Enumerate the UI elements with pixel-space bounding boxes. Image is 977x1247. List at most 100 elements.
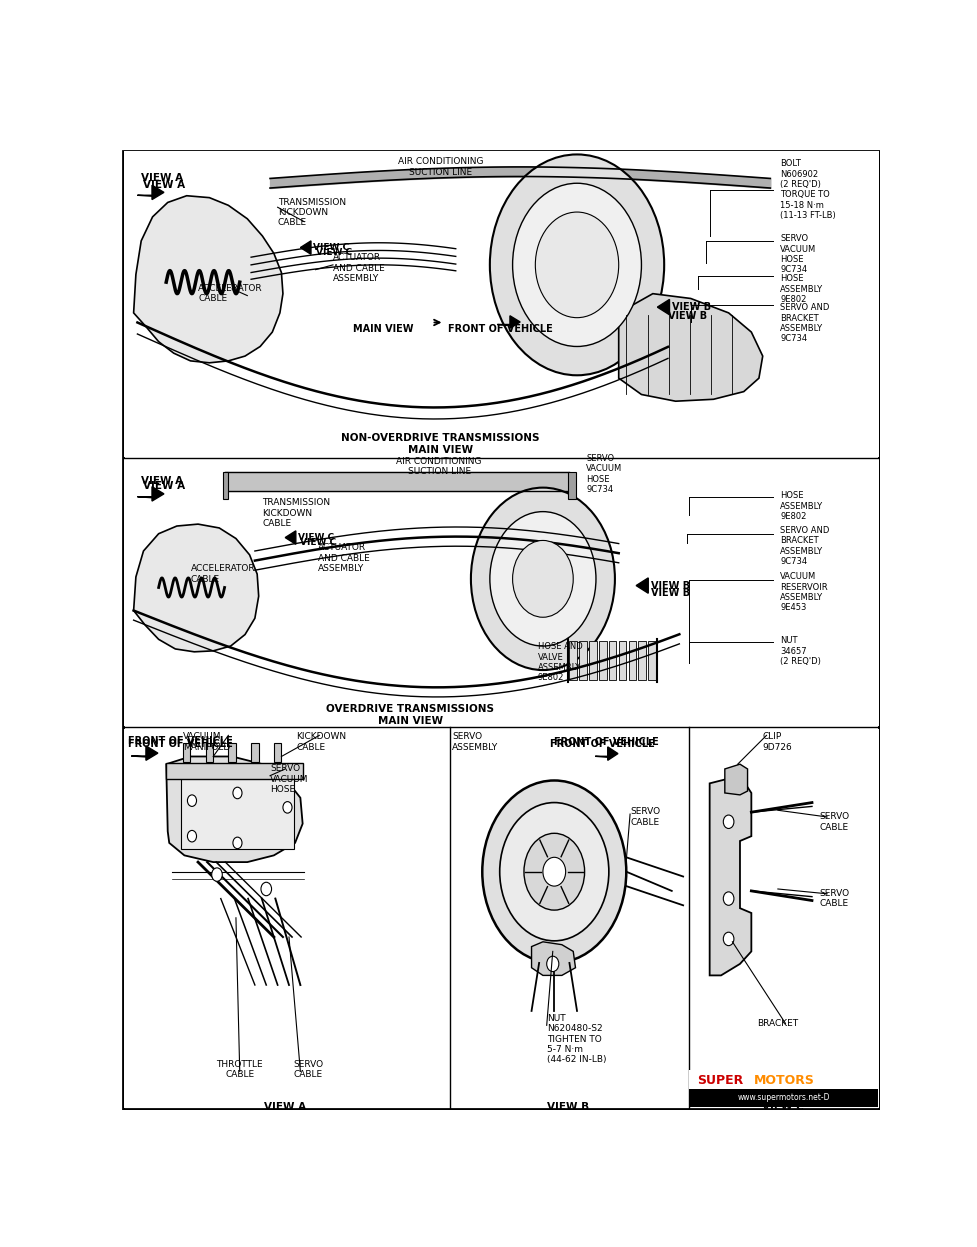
Text: HOSE
ASSEMBLY
9E802: HOSE ASSEMBLY 9E802 <box>780 274 823 304</box>
Circle shape <box>282 802 292 813</box>
Text: ACTUATOR
AND CABLE
ASSEMBLY: ACTUATOR AND CABLE ASSEMBLY <box>318 544 369 574</box>
Text: NON-OVERDRIVE TRANSMISSIONS
MAIN VIEW: NON-OVERDRIVE TRANSMISSIONS MAIN VIEW <box>341 434 539 455</box>
Circle shape <box>542 857 565 887</box>
Text: FRONT OF VEHICLE: FRONT OF VEHICLE <box>128 736 233 746</box>
Circle shape <box>489 155 663 375</box>
Text: FRONT OF VEHICLE: FRONT OF VEHICLE <box>550 739 655 749</box>
Polygon shape <box>134 524 258 652</box>
Bar <box>578 641 586 680</box>
Text: NUT
34657
(2 REQ'D): NUT 34657 (2 REQ'D) <box>780 636 820 666</box>
Text: www.supermotors.net-D: www.supermotors.net-D <box>737 1094 828 1102</box>
Bar <box>598 641 606 680</box>
Text: BOLT
N606902
(2 REQ'D)
TORQUE TO
15-18 N·m
(11-13 FT-LB): BOLT N606902 (2 REQ'D) TORQUE TO 15-18 N… <box>780 160 835 221</box>
Polygon shape <box>595 747 617 761</box>
Bar <box>274 743 281 762</box>
Polygon shape <box>531 941 574 975</box>
Text: TRANSMISSION
KICKDOWN
CABLE: TRANSMISSION KICKDOWN CABLE <box>262 499 330 527</box>
Text: SERVO
CABLE: SERVO CABLE <box>819 812 849 832</box>
Polygon shape <box>724 764 746 794</box>
Text: MOTORS: MOTORS <box>753 1074 814 1087</box>
Polygon shape <box>137 185 164 200</box>
Text: AIR CONDITIONING
SUCTION LINE: AIR CONDITIONING SUCTION LINE <box>398 157 483 177</box>
Text: VIEW B: VIEW B <box>651 589 690 599</box>
Text: VACUUM
RESERVOIR
ASSEMBLY
9E453: VACUUM RESERVOIR ASSEMBLY 9E453 <box>780 572 827 612</box>
Circle shape <box>723 816 733 828</box>
Bar <box>166 763 302 778</box>
Text: VIEW C: VIEW C <box>298 532 334 542</box>
Circle shape <box>512 183 641 347</box>
Text: SERVO
CABLE: SERVO CABLE <box>819 889 849 908</box>
Bar <box>689 1089 877 1107</box>
Circle shape <box>482 781 625 963</box>
Text: VIEW B: VIEW B <box>667 311 706 320</box>
Text: NUT
N620480-S2
TIGHTEN TO
5-7 N·m
(44-62 IN-LB): NUT N620480-S2 TIGHTEN TO 5-7 N·m (44-62… <box>546 1014 606 1065</box>
Bar <box>618 641 625 680</box>
Circle shape <box>723 892 733 905</box>
Polygon shape <box>568 473 574 499</box>
Bar <box>648 641 656 680</box>
Text: VIEW C: VIEW C <box>316 248 352 257</box>
Bar <box>181 769 293 849</box>
Circle shape <box>261 883 272 895</box>
Circle shape <box>534 212 618 318</box>
Bar <box>609 641 616 680</box>
Polygon shape <box>166 757 302 862</box>
Circle shape <box>723 933 733 945</box>
Text: AIR CONDITIONING
SUCTION LINE: AIR CONDITIONING SUCTION LINE <box>396 456 482 476</box>
Circle shape <box>524 833 584 910</box>
Polygon shape <box>137 486 164 501</box>
Circle shape <box>512 540 573 617</box>
Bar <box>124 151 877 458</box>
Circle shape <box>471 488 615 670</box>
Text: HOSE
ASSEMBLY
9E802: HOSE ASSEMBLY 9E802 <box>780 491 823 521</box>
Text: SERVO
CABLE: SERVO CABLE <box>292 1060 322 1080</box>
Circle shape <box>188 794 196 807</box>
Text: ACCELERATOR
CABLE: ACCELERATOR CABLE <box>191 565 255 584</box>
Polygon shape <box>131 746 157 761</box>
Polygon shape <box>285 531 295 544</box>
Text: SUPER: SUPER <box>696 1074 743 1087</box>
Text: VIEW A: VIEW A <box>264 1102 306 1112</box>
Circle shape <box>489 511 595 646</box>
Circle shape <box>233 787 241 799</box>
Bar <box>124 729 877 1107</box>
Bar <box>251 743 258 762</box>
Text: KICKDOWN
CABLE: KICKDOWN CABLE <box>296 732 347 752</box>
Text: VACUUM
MANIFOLD: VACUUM MANIFOLD <box>183 732 230 752</box>
Polygon shape <box>618 294 762 402</box>
Text: SERVO
ASSEMBLY: SERVO ASSEMBLY <box>451 732 497 752</box>
Circle shape <box>211 868 222 882</box>
Text: THROTTLE
CABLE: THROTTLE CABLE <box>216 1060 263 1080</box>
Text: VIEW B: VIEW B <box>546 1102 588 1112</box>
Bar <box>228 743 235 762</box>
Bar <box>183 743 191 762</box>
Text: FRONT OF VEHICLE: FRONT OF VEHICLE <box>128 739 233 749</box>
Text: VIEW B: VIEW B <box>650 581 689 591</box>
Text: ACTUATOR
AND CABLE
ASSEMBLY: ACTUATOR AND CABLE ASSEMBLY <box>332 253 384 283</box>
Text: ACCELERATOR
CABLE: ACCELERATOR CABLE <box>197 284 263 303</box>
Text: SERVO AND
BRACKET
ASSEMBLY
9C734: SERVO AND BRACKET ASSEMBLY 9C734 <box>780 303 828 343</box>
Bar <box>124 459 877 726</box>
Text: VIEW A: VIEW A <box>144 481 186 491</box>
Bar <box>205 743 213 762</box>
Text: VIEW A: VIEW A <box>141 476 183 486</box>
Bar <box>588 641 596 680</box>
Text: HOSE AND
VALVE
ASSEMBLY
9E802: HOSE AND VALVE ASSEMBLY 9E802 <box>537 642 581 682</box>
Text: FRONT OF VEHICLE: FRONT OF VEHICLE <box>447 324 552 334</box>
Bar <box>689 1070 877 1089</box>
Polygon shape <box>300 241 311 254</box>
Text: SERVO
CABLE: SERVO CABLE <box>629 807 659 827</box>
Text: VIEW C: VIEW C <box>761 1102 803 1112</box>
Text: VIEW C: VIEW C <box>313 243 349 252</box>
Text: SERVO
VACUUM
HOSE
9C734: SERVO VACUUM HOSE 9C734 <box>780 234 816 274</box>
Polygon shape <box>134 196 282 363</box>
Bar <box>628 641 635 680</box>
Text: SERVO AND
BRACKET
ASSEMBLY
9C734: SERVO AND BRACKET ASSEMBLY 9C734 <box>780 526 828 566</box>
Polygon shape <box>635 577 648 594</box>
Circle shape <box>546 956 558 971</box>
Polygon shape <box>223 473 229 499</box>
Text: OVERDRIVE TRANSMISSIONS
MAIN VIEW: OVERDRIVE TRANSMISSIONS MAIN VIEW <box>326 705 493 726</box>
Text: SERVO
VACUUM
HOSE
9C734: SERVO VACUUM HOSE 9C734 <box>585 454 621 494</box>
Polygon shape <box>709 778 750 975</box>
Text: MAIN VIEW: MAIN VIEW <box>353 324 413 334</box>
